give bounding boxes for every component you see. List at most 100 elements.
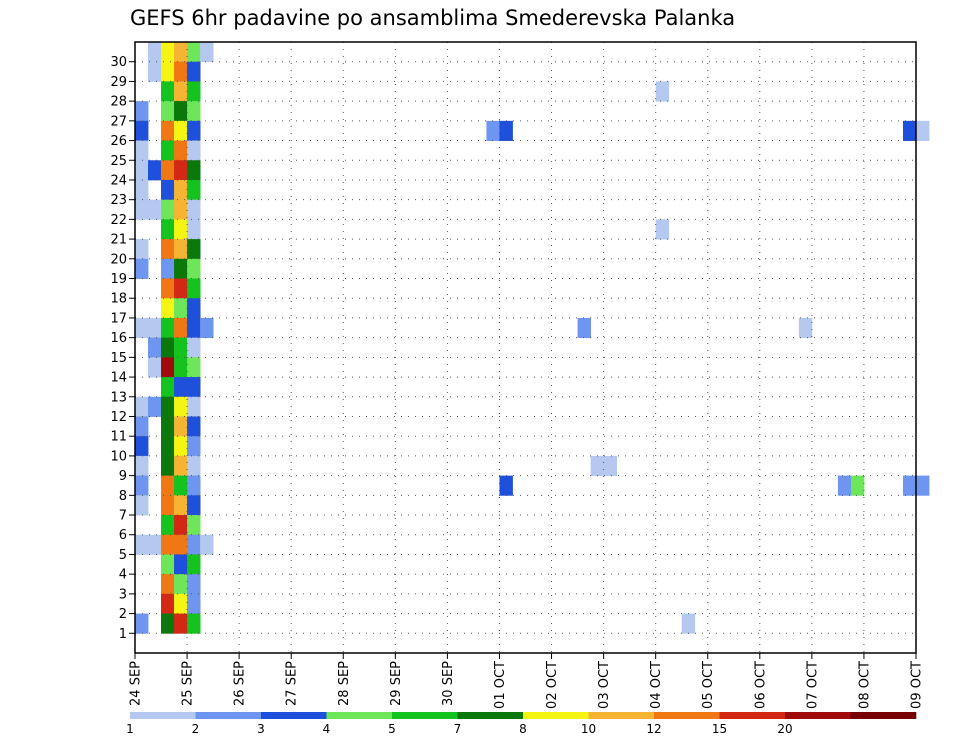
heatmap-cell — [161, 357, 175, 378]
y-tick-label: 13 — [110, 390, 127, 405]
legend-label: 7 — [454, 722, 462, 736]
x-tick-label: 08 OCT — [857, 661, 872, 709]
heatmap-cell — [187, 160, 201, 181]
heatmap-cell — [148, 61, 162, 82]
heatmap-cell — [486, 120, 500, 141]
y-tick-label: 24 — [110, 173, 127, 188]
heatmap-cell — [187, 219, 201, 240]
heatmap-cell — [161, 416, 175, 437]
heatmap-cell — [161, 554, 175, 575]
x-tick-label: 06 OCT — [753, 661, 768, 709]
heatmap-cell — [161, 337, 175, 358]
heatmap-cell — [798, 317, 813, 339]
heatmap-cell — [200, 534, 214, 555]
heatmap-cell — [174, 61, 188, 82]
heatmap-cell — [161, 396, 175, 417]
heatmap-cell — [187, 298, 201, 319]
heatmap-cell — [135, 140, 149, 161]
heatmap-cell — [916, 475, 930, 496]
y-tick-label: 4 — [119, 568, 127, 583]
y-tick-label: 25 — [110, 154, 127, 169]
heatmap-cell — [161, 495, 175, 516]
y-tick-label: 21 — [110, 233, 127, 248]
y-tick-label: 19 — [110, 272, 127, 287]
heatmap-cell — [135, 120, 149, 141]
y-tick-label: 22 — [110, 213, 127, 228]
heatmap-cell — [174, 120, 188, 141]
heatmap-cell — [161, 120, 175, 141]
heatmap-cell — [499, 120, 513, 141]
heatmap-cell — [174, 436, 188, 457]
x-tick-label: 03 OCT — [597, 661, 612, 709]
legend-label: 15 — [712, 722, 727, 736]
legend-label: 12 — [646, 722, 661, 736]
heatmap-cell — [187, 199, 201, 220]
heatmap-cell — [850, 475, 865, 496]
heatmap-cell — [174, 219, 188, 240]
heatmap-cell — [161, 42, 175, 63]
heatmap-cell — [174, 475, 188, 496]
x-tick-label: 29 SEP — [389, 661, 404, 706]
heatmap-cell — [902, 475, 917, 496]
heatmap-cell — [135, 199, 149, 220]
heatmap-cell — [187, 258, 201, 279]
heatmap-cell — [161, 377, 175, 398]
heatmap-cell — [187, 416, 201, 437]
heatmap-cell — [174, 554, 188, 575]
heatmap-cell — [161, 219, 175, 240]
y-tick-label: 18 — [110, 292, 127, 307]
heatmap-cell — [200, 317, 214, 339]
heatmap-cell — [135, 101, 149, 122]
legend-swatch — [392, 712, 458, 719]
chart-title: GEFS 6hr padavine po ansamblima Smederev… — [130, 6, 736, 30]
y-tick-label: 5 — [119, 548, 127, 563]
heatmap-cell — [499, 475, 513, 496]
heatmap-cell — [161, 179, 175, 201]
y-tick-label: 16 — [110, 331, 127, 346]
heatmap-cell — [174, 199, 188, 220]
heatmap-cell — [161, 199, 175, 220]
heatmap-cell — [187, 179, 201, 201]
heatmap-cell — [902, 120, 917, 141]
heatmap-cell — [200, 42, 214, 63]
legend-label: 8 — [519, 722, 527, 736]
y-tick-label: 23 — [110, 193, 127, 208]
heatmap-cell — [135, 179, 149, 201]
heatmap-cell — [148, 396, 162, 417]
legend-swatch — [654, 712, 720, 719]
axis-ticks: 1234567891011121314151617181920212223242… — [110, 55, 924, 709]
heatmap-cell — [590, 455, 604, 477]
heatmap-cell — [135, 396, 149, 417]
heatmap-cell — [655, 219, 670, 240]
heatmap-cell — [161, 140, 175, 161]
heatmap-cell — [187, 120, 201, 141]
heatmap-cell — [161, 239, 175, 260]
y-tick-label: 11 — [110, 430, 127, 445]
y-tick-label: 1 — [119, 627, 127, 642]
y-tick-label: 29 — [110, 75, 127, 90]
heatmap-cell — [187, 495, 201, 516]
heatmap-cell — [174, 515, 188, 536]
heatmap-cell — [916, 120, 930, 141]
heatmap-cell — [681, 613, 696, 634]
heatmap-cell — [174, 377, 188, 398]
heatmap-cell — [174, 455, 188, 477]
y-tick-label: 2 — [119, 607, 127, 622]
heatmap-cell — [174, 495, 188, 516]
heatmap-cell — [174, 574, 188, 595]
heatmap-cell — [135, 416, 149, 437]
y-tick-label: 10 — [110, 449, 127, 464]
heatmap-cell — [135, 239, 149, 260]
y-tick-label: 12 — [110, 410, 127, 425]
heatmap-cell — [187, 455, 201, 477]
y-tick-label: 9 — [119, 469, 127, 484]
y-tick-label: 6 — [119, 528, 127, 543]
heatmap-cell — [161, 258, 175, 279]
heatmap-cell — [174, 81, 188, 102]
plot-frame — [134, 41, 917, 654]
heatmap-cell — [148, 160, 162, 181]
heatmap-cell — [174, 613, 188, 634]
legend-label: 10 — [581, 722, 596, 736]
x-tick-label: 02 OCT — [545, 661, 560, 709]
